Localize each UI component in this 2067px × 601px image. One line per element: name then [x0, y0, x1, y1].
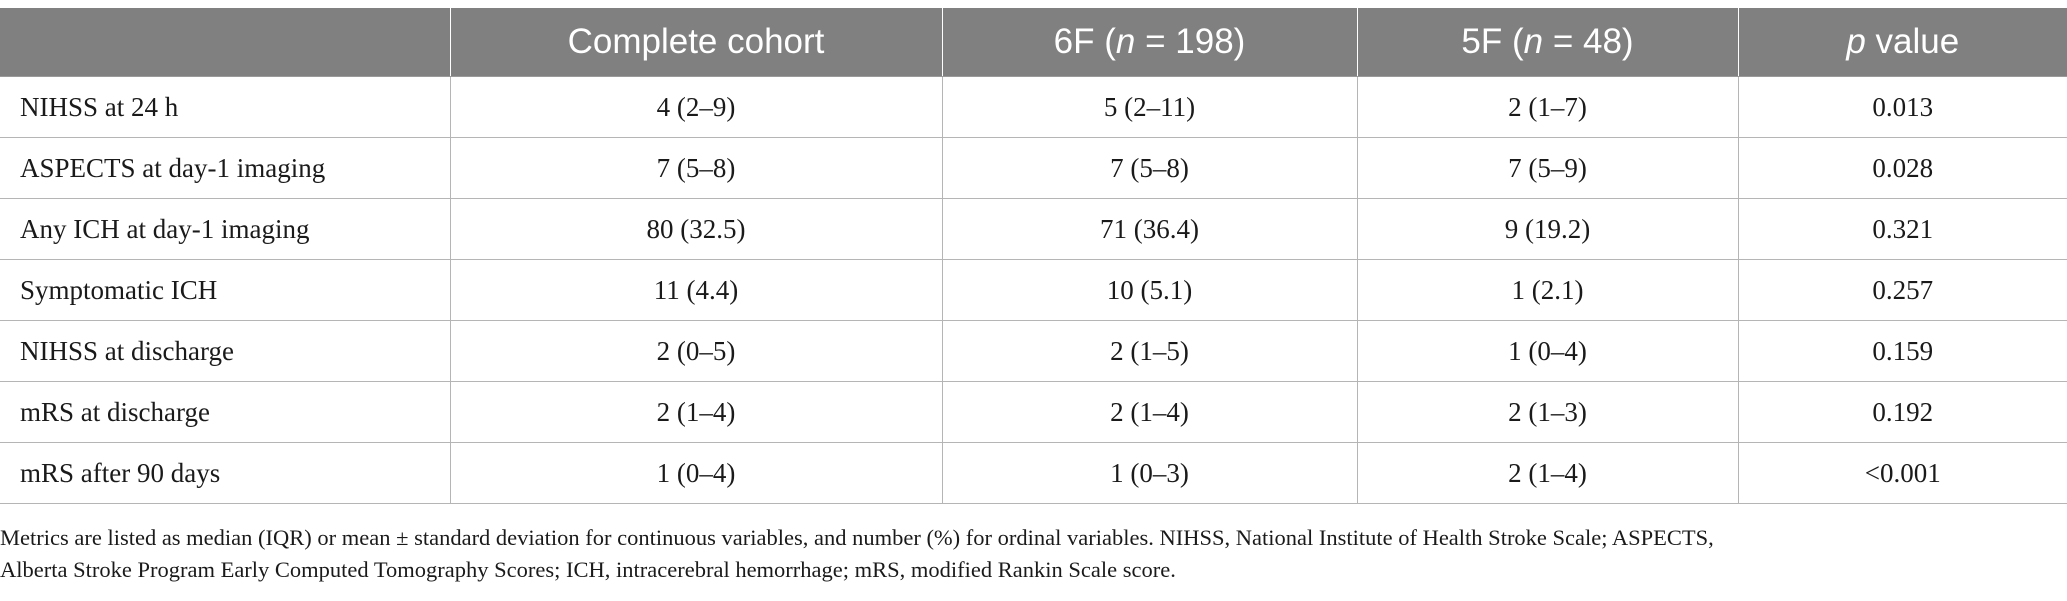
table-header: Complete cohort 6F (n = 198) 5F (n = 48)…: [0, 8, 2067, 77]
table-row: ASPECTS at day-1 imaging 7 (5–8) 7 (5–8)…: [0, 137, 2067, 199]
cell-5f: 7 (5–9): [1356, 137, 1738, 199]
cell-6f: 1 (0–3): [941, 442, 1357, 504]
table-row: NIHSS at 24 h 4 (2–9) 5 (2–11) 2 (1–7) 0…: [0, 76, 2067, 138]
header-cell-complete-cohort: Complete cohort: [449, 8, 942, 77]
cell-6f: 10 (5.1): [941, 259, 1357, 321]
table-row: mRS at discharge 2 (1–4) 2 (1–4) 2 (1–3)…: [0, 381, 2067, 443]
cell-complete-cohort: 11 (4.4): [449, 259, 942, 321]
table-row: Symptomatic ICH 11 (4.4) 10 (5.1) 1 (2.1…: [0, 259, 2067, 321]
cell-5f: 2 (1–7): [1356, 76, 1738, 138]
footnote-line: Alberta Stroke Program Early Computed To…: [0, 557, 1176, 582]
cell-5f: 1 (2.1): [1356, 259, 1738, 321]
table-row: Any ICH at day-1 imaging 80 (32.5) 71 (3…: [0, 198, 2067, 260]
cell-p-value: 0.257: [1737, 259, 2067, 321]
cell-p-value: 0.028: [1737, 137, 2067, 199]
row-label: ASPECTS at day-1 imaging: [0, 137, 450, 199]
cell-6f: 2 (1–4): [941, 381, 1357, 443]
cell-complete-cohort: 2 (0–5): [449, 320, 942, 382]
cell-p-value: 0.013: [1737, 76, 2067, 138]
row-label: mRS after 90 days: [0, 442, 450, 504]
table-row: mRS after 90 days 1 (0–4) 1 (0–3) 2 (1–4…: [0, 442, 2067, 504]
cell-complete-cohort: 1 (0–4): [449, 442, 942, 504]
cell-p-value: 0.192: [1737, 381, 2067, 443]
header-row: Complete cohort 6F (n = 198) 5F (n = 48)…: [0, 8, 2067, 77]
cell-p-value: 0.159: [1737, 320, 2067, 382]
table-row: NIHSS at discharge 2 (0–5) 2 (1–5) 1 (0–…: [0, 320, 2067, 382]
header-cell-p-value: p value: [1737, 8, 2067, 77]
cell-6f: 2 (1–5): [941, 320, 1357, 382]
header-cell-6f: 6F (n = 198): [941, 8, 1357, 77]
cell-5f: 1 (0–4): [1356, 320, 1738, 382]
cell-p-value: <0.001: [1737, 442, 2067, 504]
cell-6f: 5 (2–11): [941, 76, 1357, 138]
cell-complete-cohort: 2 (1–4): [449, 381, 942, 443]
cell-6f: 71 (36.4): [941, 198, 1357, 260]
row-label: NIHSS at 24 h: [0, 76, 450, 138]
footnote-line: Metrics are listed as median (IQR) or me…: [0, 525, 1714, 550]
table-footnote: Metrics are listed as median (IQR) or me…: [0, 522, 2040, 586]
row-label: Symptomatic ICH: [0, 259, 450, 321]
cell-5f: 2 (1–3): [1356, 381, 1738, 443]
row-label: Any ICH at day-1 imaging: [0, 198, 450, 260]
table-body: NIHSS at 24 h 4 (2–9) 5 (2–11) 2 (1–7) 0…: [0, 76, 2067, 504]
row-label: NIHSS at discharge: [0, 320, 450, 382]
header-cell-metric: [0, 8, 450, 77]
cell-5f: 2 (1–4): [1356, 442, 1738, 504]
cell-p-value: 0.321: [1737, 198, 2067, 260]
cell-5f: 9 (19.2): [1356, 198, 1738, 260]
results-table-container: Complete cohort 6F (n = 198) 5F (n = 48)…: [0, 8, 2067, 504]
header-cell-5f: 5F (n = 48): [1356, 8, 1738, 77]
cell-6f: 7 (5–8): [941, 137, 1357, 199]
cell-complete-cohort: 7 (5–8): [449, 137, 942, 199]
results-table: Complete cohort 6F (n = 198) 5F (n = 48)…: [0, 8, 2067, 504]
cell-complete-cohort: 80 (32.5): [449, 198, 942, 260]
cell-complete-cohort: 4 (2–9): [449, 76, 942, 138]
row-label: mRS at discharge: [0, 381, 450, 443]
